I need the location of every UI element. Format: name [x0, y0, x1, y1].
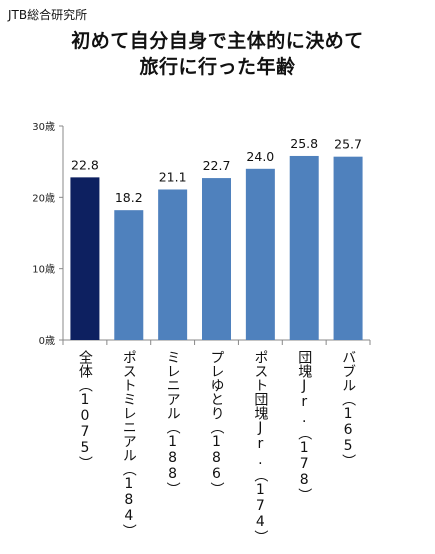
bar	[245, 168, 275, 340]
data-label: 18.2	[115, 190, 143, 205]
data-label: 25.7	[334, 137, 362, 152]
category-label: ポストミレニアル（184）	[121, 350, 137, 538]
category-label: ミレニアル（188）	[165, 350, 181, 496]
y-tick-label: 20歳	[32, 192, 55, 204]
data-label: 24.0	[246, 149, 274, 164]
bar	[333, 156, 363, 340]
bar	[158, 189, 188, 340]
data-label: 21.1	[159, 169, 187, 184]
y-tick-label: 0歳	[39, 335, 55, 347]
data-label: 25.8	[290, 136, 318, 151]
data-label: 22.7	[203, 158, 231, 173]
source-label: JTB総合研究所	[8, 8, 88, 22]
data-label: 22.8	[71, 157, 99, 172]
chart-title-line2: 旅行に行った年齢	[139, 56, 296, 78]
category-label: バブル（165）	[340, 350, 356, 468]
category-label: プレゆとり（186）	[209, 350, 225, 496]
category-label: ポスト団塊Jr.（174）	[252, 350, 268, 544]
bar	[289, 155, 319, 340]
category-label: 全体（1075）	[77, 349, 93, 470]
bar	[114, 210, 144, 340]
bar	[70, 177, 100, 340]
chart-title-line1: 初めて自分自身で主体的に決めて	[71, 30, 364, 52]
category-label: 団塊Jr.（178）	[296, 350, 312, 502]
bar	[202, 178, 231, 340]
y-tick-label: 10歳	[32, 264, 55, 276]
y-tick-label: 30歳	[32, 121, 55, 133]
